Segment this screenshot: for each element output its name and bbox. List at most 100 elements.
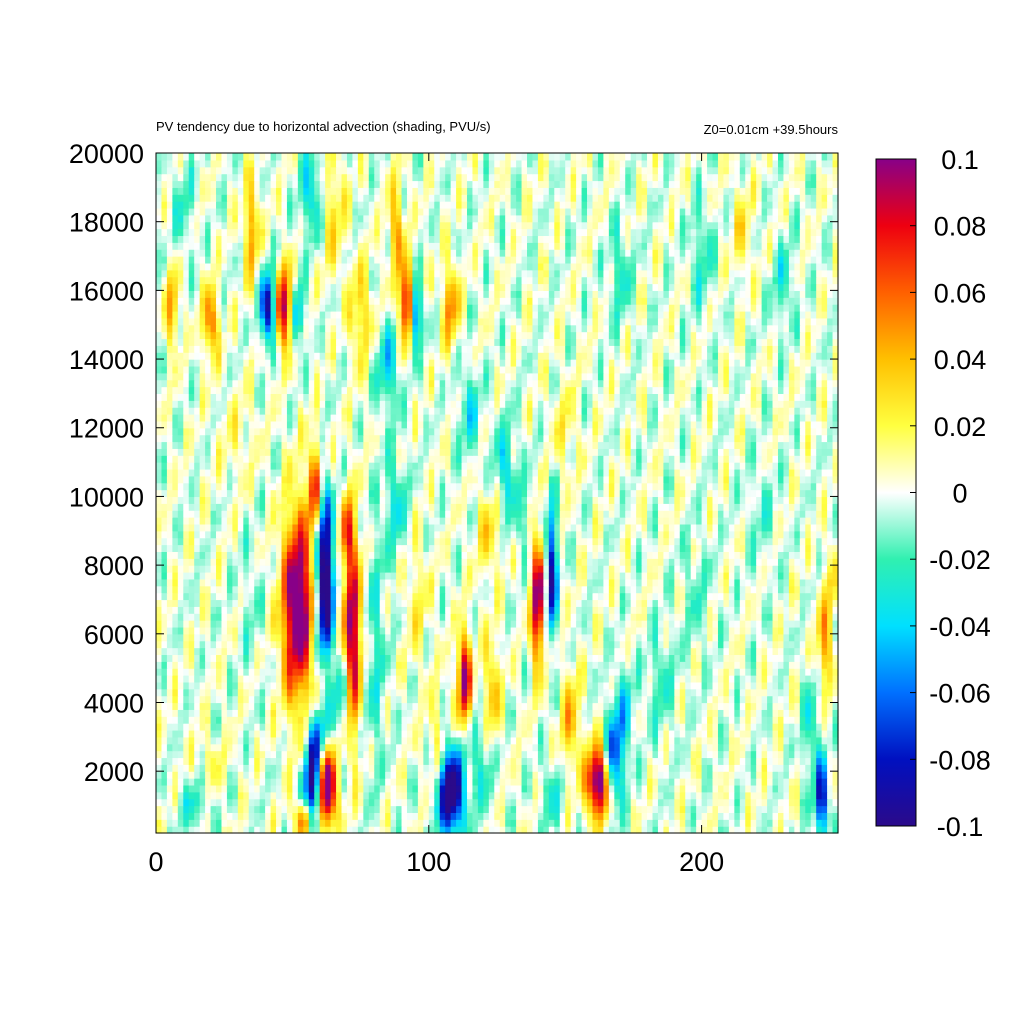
heatmap-cell (832, 592, 839, 601)
heatmap-cell (385, 633, 392, 642)
heatmap-cell (363, 613, 370, 621)
heatmap-cell (303, 805, 310, 813)
heatmap-cell (210, 592, 217, 601)
heatmap-cell (161, 723, 168, 731)
heatmap-cell (734, 640, 741, 649)
heatmap-cell (297, 606, 304, 614)
heatmap-cell (166, 819, 173, 827)
heatmap-cell (576, 784, 583, 793)
heatmap-cell (477, 702, 484, 710)
heatmap-cell (652, 571, 659, 580)
heatmap-cell (292, 565, 299, 573)
heatmap-cell (265, 819, 272, 827)
heatmap-cell (821, 716, 828, 724)
heatmap-cell (816, 764, 823, 772)
heatmap-cell (745, 784, 752, 793)
heatmap-cell (663, 633, 670, 642)
heatmap-cell (832, 654, 839, 662)
heatmap-cell (406, 668, 414, 676)
heatmap-cell (674, 716, 681, 724)
heatmap-cell (701, 613, 708, 621)
heatmap-cell (663, 585, 670, 594)
heatmap-cell (472, 640, 479, 649)
heatmap-cell (254, 571, 261, 580)
heatmap-cell (303, 654, 310, 662)
heatmap-cell (243, 675, 250, 683)
heatmap-cell (352, 826, 359, 834)
heatmap-cell (810, 723, 817, 731)
heatmap-cell (286, 771, 293, 779)
heatmap-cell (537, 681, 544, 690)
heatmap-cell (308, 640, 315, 649)
heatmap-cell (166, 736, 173, 745)
heatmap-cell (832, 620, 839, 628)
heatmap-cell (199, 702, 206, 710)
heatmap-cell (325, 565, 332, 573)
heatmap-cell (292, 764, 299, 772)
heatmap-cell (254, 606, 261, 614)
heatmap-cell (652, 675, 659, 683)
heatmap-cell (390, 565, 397, 573)
heatmap-cell (647, 668, 654, 676)
heatmap-cell (570, 626, 577, 635)
heatmap-cell (505, 771, 512, 779)
heatmap-cell (166, 723, 173, 731)
heatmap-cell (450, 571, 457, 580)
heatmap-cell (423, 571, 430, 580)
heatmap-cell (647, 688, 654, 697)
heatmap-cell (630, 798, 637, 807)
heatmap-cell (265, 716, 272, 724)
heatmap-cell (821, 571, 828, 580)
heatmap-cell (696, 558, 703, 566)
heatmap-cell (423, 585, 430, 594)
heatmap-cell (314, 812, 321, 820)
heatmap-cell (630, 558, 637, 566)
heatmap-cell (194, 812, 201, 820)
heatmap-cell (286, 729, 293, 738)
heatmap-cell (723, 812, 730, 820)
heatmap-cell (619, 592, 626, 601)
heatmap-cell (412, 736, 419, 745)
heatmap-cell (554, 681, 561, 690)
heatmap-cell (679, 757, 686, 765)
heatmap-cell (668, 757, 675, 765)
heatmap-cell (216, 599, 223, 607)
heatmap-cell (385, 626, 392, 635)
heatmap-cell (221, 558, 228, 566)
heatmap-cell (281, 695, 288, 704)
heatmap-cell (521, 613, 528, 621)
heatmap-cell (543, 743, 550, 752)
heatmap-cell (363, 654, 370, 662)
heatmap-cell (423, 633, 430, 642)
heatmap-cell (194, 729, 201, 738)
heatmap-cell (401, 743, 408, 752)
heatmap-cell (336, 750, 343, 759)
heatmap-cell (810, 778, 817, 786)
heatmap-cell (472, 571, 479, 580)
heatmap-cell (172, 778, 179, 786)
heatmap-cell (723, 805, 730, 813)
heatmap-cell (412, 812, 419, 820)
heatmap-cell (445, 565, 452, 573)
heatmap-cell (794, 826, 801, 834)
heatmap-cell (761, 585, 768, 594)
heatmap-cell (188, 654, 195, 662)
heatmap-cell (505, 757, 512, 765)
heatmap-cell (341, 592, 348, 601)
heatmap-cell (647, 819, 654, 827)
heatmap-cell (816, 585, 823, 594)
heatmap-cell (248, 709, 255, 717)
heatmap-cell (750, 620, 757, 628)
heatmap-cell (352, 571, 359, 580)
heatmap-cell (570, 688, 577, 697)
heatmap-cell (390, 723, 397, 731)
heatmap-cell (286, 681, 293, 690)
heatmap-cell (297, 764, 304, 772)
heatmap-cell (265, 750, 272, 759)
heatmap-cell (690, 736, 697, 745)
heatmap-cell (488, 640, 495, 649)
heatmap-cell (439, 668, 446, 676)
heatmap-cell (805, 565, 812, 573)
heatmap-cell (619, 585, 626, 594)
heatmap-cell (739, 626, 746, 635)
